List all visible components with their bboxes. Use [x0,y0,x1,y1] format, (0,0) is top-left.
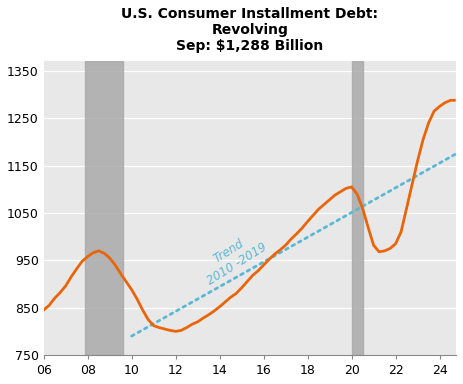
Text: Trend
2010 -2019: Trend 2010 -2019 [197,228,269,288]
Title: U.S. Consumer Installment Debt:
Revolving
Sep: $1,288 Billion: U.S. Consumer Installment Debt: Revolvin… [121,7,378,53]
Bar [86,61,123,355]
Bar [351,61,363,355]
